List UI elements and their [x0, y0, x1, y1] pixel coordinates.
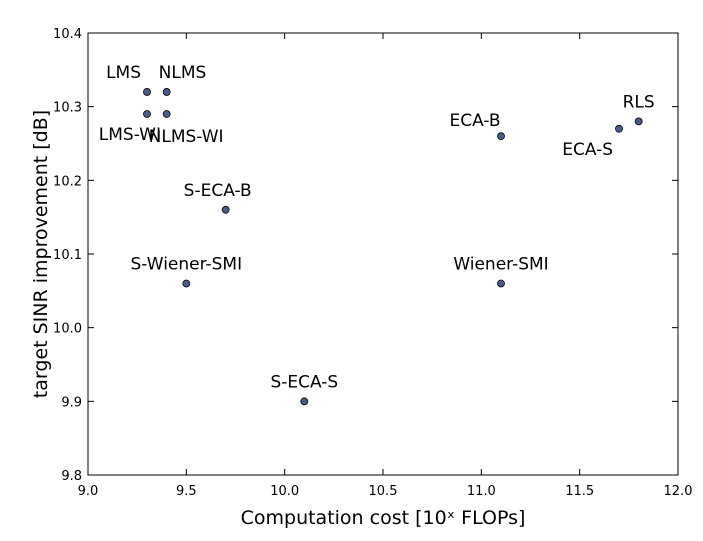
data-point: [143, 110, 151, 118]
y-tick-label: 10.1: [53, 248, 82, 263]
point-label: LMS: [106, 63, 141, 83]
point-label: S-ECA-B: [184, 181, 252, 201]
point-label: ECA-B: [449, 111, 500, 131]
x-tick-label: 10.5: [369, 484, 398, 499]
y-tick-label: 10.0: [53, 322, 82, 337]
data-point: [497, 132, 505, 141]
data-point: [300, 397, 309, 406]
point-label: Wiener-SMI: [453, 254, 548, 274]
y-tick-label: 9.9: [61, 395, 82, 410]
data-point: [162, 110, 171, 118]
y-tick-label: 10.3: [53, 101, 82, 116]
point-label: ECA-S: [562, 140, 613, 160]
x-tick-label: 9.5: [176, 484, 197, 499]
point-label: LMS-WI: [99, 125, 161, 145]
data-point: [634, 117, 643, 126]
point-label: S-Wiener-SMI: [131, 254, 243, 274]
x-axis-label: Computation cost [10ˣ FLOPs]: [241, 507, 526, 529]
tick-labels: 9.0 9.5 10.0 10.5 11.0 11.5 12.0 9.8 9.9 10.0 10.1…: [53, 27, 692, 499]
x-tick-label: 11.5: [565, 484, 594, 499]
data-point: [221, 205, 230, 214]
x-tick-label: 9.0: [78, 484, 99, 499]
x-tick-label: 12.0: [664, 484, 693, 499]
data-points: [143, 88, 643, 406]
point-label: RLS: [623, 92, 655, 112]
point-label: S-ECA-S: [270, 372, 338, 392]
data-point: [615, 124, 623, 133]
data-point: [182, 279, 191, 288]
axis-ticks: [87, 32, 679, 476]
y-tick-label: 10.4: [53, 27, 82, 42]
plot-area: [87, 32, 679, 476]
y-axis-label: target SINR improvement [dB]: [30, 110, 52, 398]
data-point: [162, 88, 171, 96]
y-tick-label: 10.2: [53, 174, 82, 189]
data-point: [143, 88, 151, 96]
data-point: [497, 279, 505, 288]
x-tick-label: 10.0: [270, 484, 299, 499]
y-tick-label: 9.8: [61, 469, 82, 484]
point-label: NLMS-WI: [149, 127, 224, 147]
point-label: NLMS: [159, 63, 207, 83]
x-tick-label: 11.0: [467, 484, 496, 499]
